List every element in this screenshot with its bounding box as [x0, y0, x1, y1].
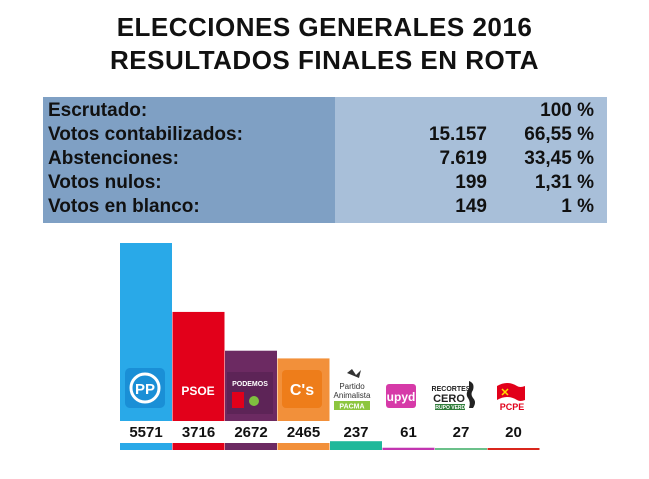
pacma-text-line1: Partido: [339, 382, 365, 391]
recortes-hand-icon: [466, 381, 475, 408]
pp-logo-text: PP: [135, 381, 155, 398]
summary-votes: 149: [455, 196, 487, 217]
value-label-pacma: 237: [343, 424, 368, 441]
summary-row-abstenciones: Abstenciones: 7.619 33,45 %: [43, 148, 607, 174]
recortes-cero-logo: RECORTES CERO GRUPO VERDE: [432, 381, 475, 411]
title-line-1: ELECCIONES GENERALES 2016: [116, 12, 533, 42]
podemos-logo: PODEMOS: [227, 372, 273, 414]
summary-label: Abstenciones:: [48, 148, 179, 169]
psoe-logo-background: [177, 372, 219, 408]
summary-percent: 1,31 %: [534, 172, 594, 193]
summary-percent: 100 %: [540, 100, 594, 121]
value-label-podemos: 2672: [234, 424, 267, 441]
bar-pcpe: [487, 448, 540, 450]
pcpe-logo: PCPE: [497, 383, 525, 412]
summary-label-pane: [43, 97, 335, 223]
value-label-pp: 5571: [129, 424, 162, 441]
psoe-logo-text: PSOE: [181, 384, 214, 398]
pcpe-logo-text: PCPE: [500, 402, 525, 412]
bars-group: [120, 243, 540, 450]
summary-label: Votos nulos:: [48, 172, 162, 193]
recortes-text-line1: RECORTES: [432, 386, 471, 393]
summary-percent: 1 %: [561, 196, 594, 217]
bar-pacma: [330, 441, 382, 450]
summary-label: Escrutado:: [48, 100, 148, 121]
bar-pp: [120, 243, 172, 450]
recortes-text-line3: GRUPO VERDE: [432, 405, 470, 411]
summary-votes: 15.157: [428, 124, 487, 145]
podemos-logo-text: PODEMOS: [232, 381, 268, 388]
upyd-logo: upyd: [386, 384, 416, 408]
upyd-logo-text: upyd: [387, 390, 416, 404]
summary-row-votos-nulos: Votos nulos: 199 1,31 %: [43, 172, 607, 198]
value-label-strip: [120, 421, 330, 443]
value-label-pcpe: 20: [505, 424, 522, 441]
value-label-upyd: 61: [400, 424, 417, 441]
summary-row-votos-contabilizados: Votos contabilizados: 15.157 66,55 %: [43, 124, 607, 150]
cs-logo: C's: [282, 370, 322, 408]
value-label-c-s: 2465: [287, 424, 320, 441]
bar-recortes-cero: [435, 448, 487, 450]
pacma-text-line2: Animalista: [334, 391, 371, 400]
value-labels-group: 5571 3716 2672 2465 237 61 27 20: [120, 421, 522, 443]
pcpe-flag-icon: [497, 383, 525, 401]
hammer-sickle-icon: [501, 388, 509, 396]
summary-percent: 66,55 %: [524, 124, 594, 145]
cs-logo-background: [282, 370, 322, 408]
pacma-label-bar: [334, 401, 370, 410]
pacma-text-line3: PACMA: [339, 404, 364, 411]
pacma-logo: Partido Animalista PACMA: [334, 369, 371, 411]
value-label-psoe: 3716: [182, 424, 215, 441]
value-label-recortes-cero: 27: [453, 424, 470, 441]
summary-row-escrutado: Escrutado: 100 %: [43, 100, 607, 126]
upyd-logo-background: [386, 384, 416, 408]
pp-logo-ring: [129, 372, 161, 404]
summary-label: Votos contabilizados:: [48, 124, 243, 145]
results-summary-panel: Escrutado: 100 % Votos contabilizados: 1…: [43, 97, 607, 223]
recortes-text-line2: CERO: [433, 393, 465, 405]
title-line-2: RESULTADOS FINALES EN ROTA: [110, 45, 539, 75]
recortes-label-bar: [435, 404, 465, 410]
equo-emblem-icon: [249, 396, 259, 406]
summary-votes: 199: [455, 172, 487, 193]
summary-votes: 7.619: [439, 148, 487, 169]
summary-percent: 33,45 %: [524, 148, 594, 169]
pacma-figure-icon: [347, 369, 361, 378]
pp-logo: PP: [125, 368, 165, 408]
bar-upyd: [382, 447, 435, 450]
cs-logo-text: C's: [290, 382, 314, 399]
psoe-logo: PSOE: [177, 372, 219, 408]
summary-row-votos-en-blanco: Votos en blanco: 149 1 %: [43, 196, 607, 222]
summary-label: Votos en blanco:: [48, 196, 200, 217]
iu-emblem-icon: [232, 392, 244, 408]
